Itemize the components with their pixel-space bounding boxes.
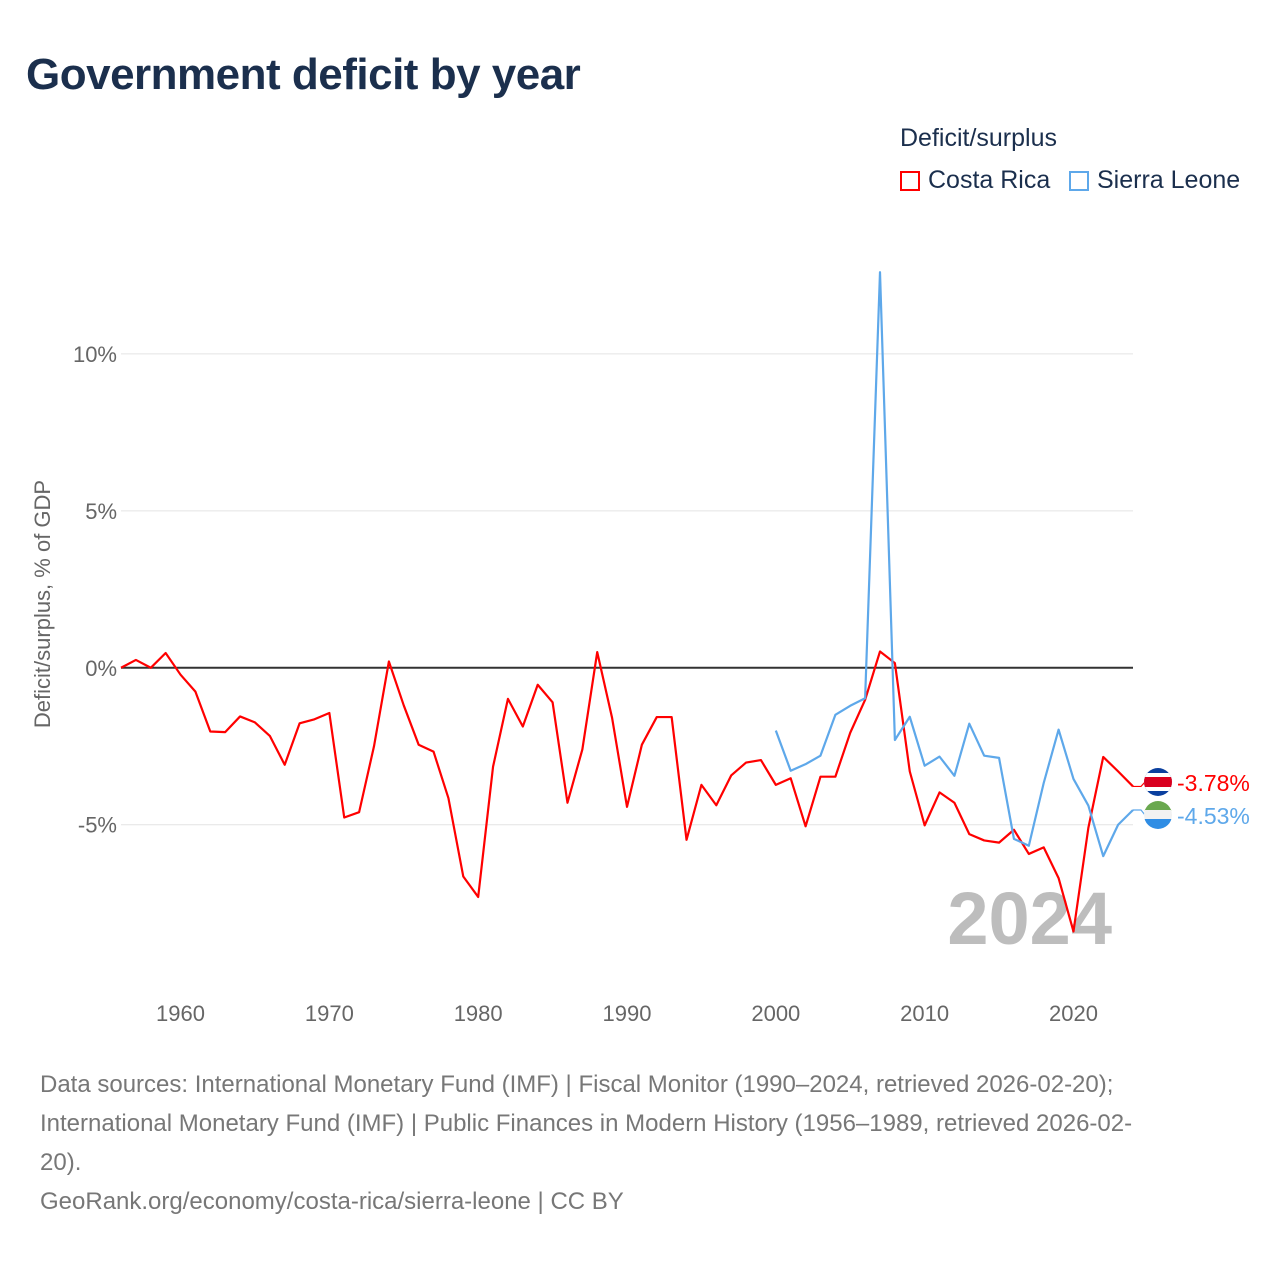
legend-label: Costa Rica	[928, 166, 1051, 194]
legend-swatch	[1069, 170, 1089, 191]
x-tick-label: 1960	[156, 1001, 205, 1026]
series-line-sierra-leone	[774, 271, 1134, 858]
y-tick-label: 0%	[85, 656, 117, 681]
chart-title: Government deficit by year	[26, 50, 581, 99]
end-value-label: -3.78%	[1177, 770, 1250, 796]
y-tick-label: 10%	[73, 342, 117, 367]
x-tick-label: 2000	[751, 1001, 800, 1026]
end-connector	[1133, 809, 1146, 816]
y-tick-label: -5%	[78, 813, 117, 838]
year-watermark: 2024	[947, 877, 1112, 960]
x-tick-label: 2020	[1049, 1001, 1098, 1026]
end-value-label: -4.53%	[1177, 803, 1250, 829]
legend-item-costa-rica[interactable]: Costa Rica	[900, 166, 1050, 195]
source-line: International Monetary Fund (IMF) | Publ…	[40, 1110, 1133, 1137]
source-link[interactable]: GeoRank.org/economy/costa-rica/sierra-le…	[40, 1188, 624, 1215]
line-chart: 10% 5% 0% -5% 1960 1970 1980 1990 2000 2010 2020 De…	[30, 271, 1250, 1026]
series-line-costa-rica	[120, 650, 1134, 933]
end-connector	[1133, 781, 1146, 788]
legend-item-sierra-leone[interactable]: Sierra Leone	[1069, 166, 1240, 195]
x-tick-label: 1990	[603, 1001, 652, 1026]
source-line: Data sources: International Monetary Fun…	[40, 1071, 1114, 1098]
legend-label: Sierra Leone	[1097, 166, 1241, 194]
x-tick-label: 1970	[305, 1001, 354, 1026]
x-tick-label: 1980	[454, 1001, 503, 1026]
sierra-leone-flag-icon	[1144, 801, 1172, 829]
legend-title: Deficit/surplus	[900, 124, 1057, 152]
y-axis-label: Deficit/surplus, % of GDP	[30, 480, 55, 728]
x-tick-label: 2010	[900, 1001, 949, 1026]
legend-swatch	[900, 170, 920, 191]
costa-rica-flag-icon	[1144, 768, 1172, 796]
y-tick-label: 5%	[85, 499, 117, 524]
source-line: 20).	[40, 1149, 82, 1176]
